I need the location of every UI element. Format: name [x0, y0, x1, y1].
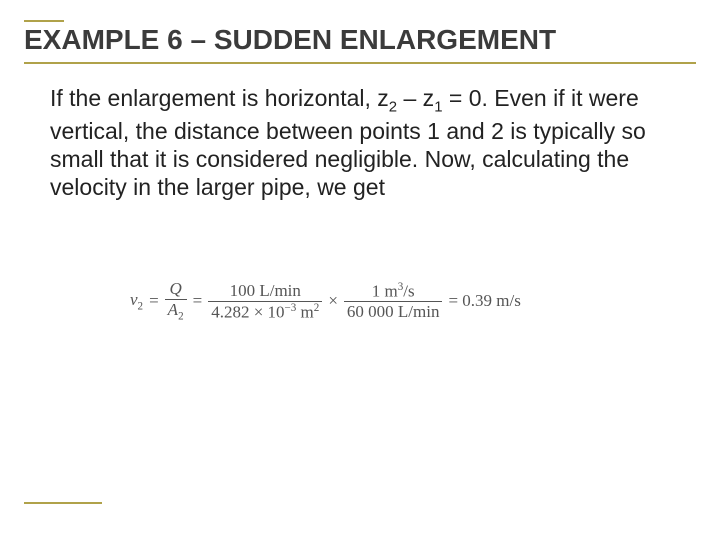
eq-equals-2: =	[193, 291, 203, 311]
eq-equals-1: =	[149, 291, 159, 311]
eq-frac-qa: Q A2	[165, 280, 187, 323]
eq-lhs: v2	[130, 290, 143, 312]
body-text-mid: – z	[397, 85, 434, 111]
eq-frac2-den: 4.282 × 10−3 m2	[208, 301, 322, 322]
eq-frac1-den-var: A	[168, 300, 178, 319]
eq-frac2-den-exp: −3	[285, 302, 297, 314]
eq-frac3-num-post: /s	[403, 281, 414, 300]
eq-lhs-var: v	[130, 290, 138, 309]
slide: EXAMPLE 6 – SUDDEN ENLARGEMENT If the en…	[0, 0, 720, 540]
title-underline	[24, 62, 696, 64]
title-tick-line	[24, 20, 64, 22]
z-subscript-1: 1	[434, 99, 442, 116]
title-block: EXAMPLE 6 – SUDDEN ENLARGEMENT	[24, 20, 696, 64]
eq-frac3-den: 60 000 L/min	[344, 301, 443, 321]
eq-frac2-den-pre: 4.282 × 10	[211, 302, 284, 321]
eq-times: ×	[328, 291, 338, 311]
eq-frac2-den-m-exp: 2	[314, 302, 320, 314]
eq-frac-unit-convert: 1 m3/s 60 000 L/min	[344, 282, 443, 321]
eq-frac-values: 100 L/min 4.282 × 10−3 m2	[208, 282, 322, 321]
slide-title: EXAMPLE 6 – SUDDEN ENLARGEMENT	[24, 24, 696, 62]
velocity-equation: v2 = Q A2 = 100 L/min 4.282 × 10−3 m2 × …	[130, 280, 521, 323]
body-paragraph: If the enlargement is horizontal, z2 – z…	[50, 84, 670, 201]
footer-tick-line	[24, 502, 102, 504]
z-subscript-2: 2	[389, 99, 397, 116]
eq-result: = 0.39 m/s	[448, 291, 520, 311]
eq-frac1-den-sub: 2	[178, 310, 184, 322]
eq-frac3-num: 1 m3/s	[369, 282, 418, 302]
body-text-pre: If the enlargement is horizontal, z	[50, 85, 389, 111]
eq-lhs-sub: 2	[138, 301, 144, 313]
eq-frac2-num: 100 L/min	[227, 282, 304, 301]
eq-frac2-den-m: m	[296, 302, 313, 321]
eq-frac3-num-pre: 1 m	[372, 281, 398, 300]
eq-frac1-num: Q	[169, 279, 181, 298]
